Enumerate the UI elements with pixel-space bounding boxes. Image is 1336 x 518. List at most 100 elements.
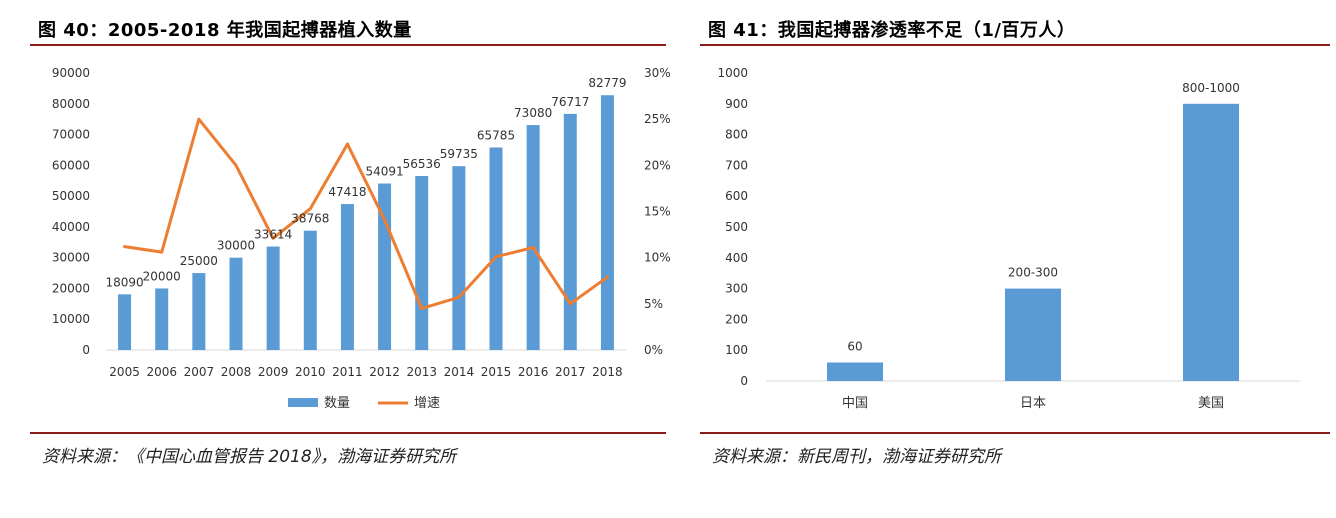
bar-data-label: 56536 [403,157,441,171]
x-tick-label: 日本 [1020,396,1046,411]
x-tick-label: 美国 [1198,396,1224,411]
left-title-rule [30,44,666,46]
line-point-2007 [197,117,201,121]
x-tick-label: 2015 [481,365,512,379]
bar-count-2008 [229,257,243,350]
bar-count-2010 [303,230,317,350]
bar-data-label: 65785 [477,129,515,143]
bar-count-2017 [563,113,577,350]
y-left-tick-label: 20000 [52,281,90,295]
bar-count-2005 [118,294,132,350]
bar-data-label: 47418 [328,185,366,199]
y-left-tick-label: 10000 [52,312,90,326]
bar-count-2015 [489,147,503,350]
x-tick-label: 2018 [592,365,623,379]
bar-美国 [1183,103,1239,382]
x-tick-label: 2005 [109,365,140,379]
y-tick-label: 800 [725,128,748,142]
bar-count-2018 [600,95,614,350]
line-point-2006 [160,250,164,254]
right-figure-title: 图 41：我国起搏器渗透率不足（1/百万人） [708,20,1076,41]
y-left-tick-label: 70000 [52,128,90,142]
x-tick-label: 2016 [518,365,549,379]
bar-data-label: 30000 [217,239,255,253]
y-tick-label: 300 [725,282,748,296]
bar-data-label: 76717 [551,95,589,109]
right-source-rule [700,432,1330,434]
right-title-rule [700,44,1330,46]
bar-count-2006 [155,288,169,350]
y-right-tick-label: 25% [644,112,671,126]
bar-data-label: 82779 [588,76,626,90]
bar-data-label: 54091 [365,165,403,179]
left-figure-title: 图 40：2005-2018 年我国起搏器植入数量 [38,20,412,41]
x-tick-label: 2010 [295,365,326,379]
line-point-2010 [308,207,312,211]
bar-data-label: 20000 [143,269,181,283]
line-point-2017 [568,302,572,306]
y-left-tick-label: 90000 [52,66,90,80]
y-tick-label: 0 [740,374,748,388]
y-tick-label: 600 [725,189,748,203]
y-right-tick-label: 0% [644,343,663,357]
bar-count-2013 [415,175,429,350]
y-right-tick-label: 10% [644,251,671,265]
y-left-tick-label: 30000 [52,251,90,265]
y-right-tick-label: 5% [644,297,663,311]
line-point-2008 [234,163,238,167]
y-left-tick-label: 60000 [52,158,90,172]
bar-count-2007 [192,273,206,350]
x-tick-label: 2009 [258,365,289,379]
x-tick-label: 2006 [146,365,177,379]
line-point-2015 [494,255,498,259]
bar-data-label: 59735 [440,147,478,161]
x-tick-label: 2012 [369,365,400,379]
x-tick-label: 中国 [842,396,868,411]
bar-data-label: 25000 [180,254,218,268]
line-point-2016 [531,246,535,250]
y-tick-label: 100 [725,343,748,357]
bar-中国 [827,362,883,381]
x-tick-label: 2017 [555,365,586,379]
line-point-2014 [457,295,461,299]
y-tick-label: 1000 [717,66,748,80]
x-tick-label: 2008 [221,365,252,379]
y-tick-label: 400 [725,251,748,265]
line-point-2013 [420,306,424,310]
y-tick-label: 900 [725,97,748,111]
bar-data-label: 38768 [291,212,329,226]
pacemaker-implant-chart: 0 10000 20000 30000 40000 50000 60000 70000 8000… [52,66,671,411]
bar-data-label: 73080 [514,106,552,120]
left-source-note: 资料来源：《中国心血管报告 2018》，渤海证券研究所 [42,447,457,467]
y-left-tick-label: 80000 [52,97,90,111]
bar-日本 [1005,288,1061,381]
y-left-tick-label: 50000 [52,189,90,203]
bar-data-label: 33614 [254,228,292,242]
x-tick-label: 2013 [406,365,437,379]
y-right-tick-label: 20% [644,158,671,172]
line-point-2011 [345,142,349,146]
right-figure-panel: 图 41：我国起搏器渗透率不足（1/百万人） 0 100 200 300 400 500 6… [700,0,1330,478]
bar-data-label: 60 [847,340,862,354]
bar-count-2009 [266,246,280,350]
bar-data-label: 18090 [105,275,143,289]
x-tick-label: 2014 [444,365,475,379]
legend-label-count: 数量 [324,396,350,411]
y-tick-label: 700 [725,158,748,172]
line-point-2018 [605,275,609,279]
bar-data-label: 800-1000 [1182,81,1240,95]
left-figure-panel: 图 40：2005-2018 年我国起搏器植入数量 0 10000 20000 300… [30,0,671,478]
bar-count-2014 [452,166,466,350]
x-tick-label: 2007 [184,365,215,379]
y-left-tick-label: 40000 [52,220,90,234]
bar-count-2016 [526,125,540,351]
y-right-tick-label: 30% [644,66,671,80]
line-point-2012 [383,218,387,222]
y-tick-label: 500 [725,220,748,234]
penetration-rate-chart: 0 100 200 300 400 500 600 700 800 900 1000 60 中国 200-… [717,66,1300,411]
bar-count-2011 [340,204,354,350]
y-right-tick-label: 15% [644,205,671,219]
line-growth-series [124,117,609,310]
left-source-rule [30,432,666,434]
right-source-note: 资料来源：新民周刊，渤海证券研究所 [712,447,1001,467]
